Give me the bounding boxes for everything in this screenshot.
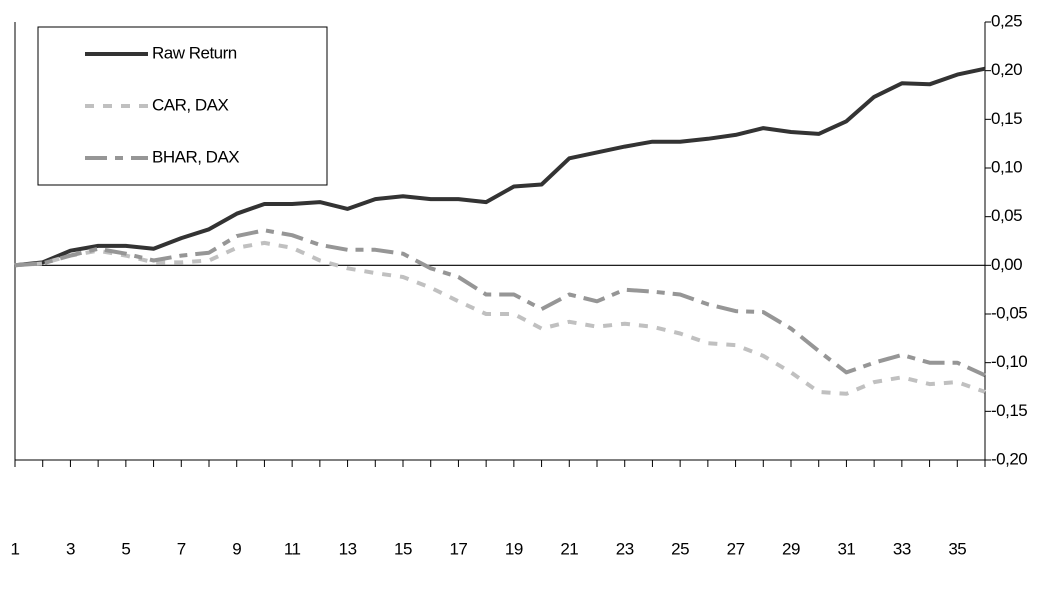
y-tick-label: -0,10	[991, 352, 1027, 371]
x-tick-label: 19	[505, 539, 523, 558]
legend-label: BHAR, DAX	[152, 147, 239, 166]
x-tick-label: 21	[560, 539, 578, 558]
x-tick-label: 9	[232, 539, 241, 558]
x-tick-label: 17	[449, 539, 467, 558]
y-tick-label: 0,25	[991, 11, 1022, 30]
x-tick-label: 29	[782, 539, 800, 558]
y-tick-label: 0,20	[991, 60, 1022, 79]
legend-label: CAR, DAX	[152, 95, 228, 114]
x-tick-label: 15	[394, 539, 412, 558]
x-tick-label: 31	[837, 539, 855, 558]
x-tick-label: 13	[339, 539, 357, 558]
x-tick-label: 7	[177, 539, 186, 558]
y-tick-label: -0,20	[991, 449, 1027, 468]
y-tick-label: -0,15	[991, 401, 1027, 420]
y-tick-label: -0,05	[991, 303, 1027, 322]
x-tick-label: 5	[121, 539, 130, 558]
x-tick-label: 3	[66, 539, 75, 558]
x-tick-label: 23	[616, 539, 634, 558]
x-tick-label: 33	[893, 539, 911, 558]
x-tick-label: 35	[948, 539, 966, 558]
y-tick-label: 0,10	[991, 157, 1022, 176]
series-line	[14, 240, 986, 396]
x-tick-label: 27	[727, 539, 745, 558]
x-tick-label: 11	[284, 539, 301, 558]
y-tick-label: 0,05	[991, 206, 1022, 225]
y-tick-label: 0,15	[991, 109, 1022, 128]
series-line	[14, 66, 986, 268]
series-line	[14, 228, 986, 378]
legend-label: Raw Return	[152, 43, 237, 62]
x-tick-label: 1	[11, 539, 20, 558]
x-tick-label: 25	[671, 539, 689, 558]
y-tick-label: 0,00	[991, 255, 1022, 274]
